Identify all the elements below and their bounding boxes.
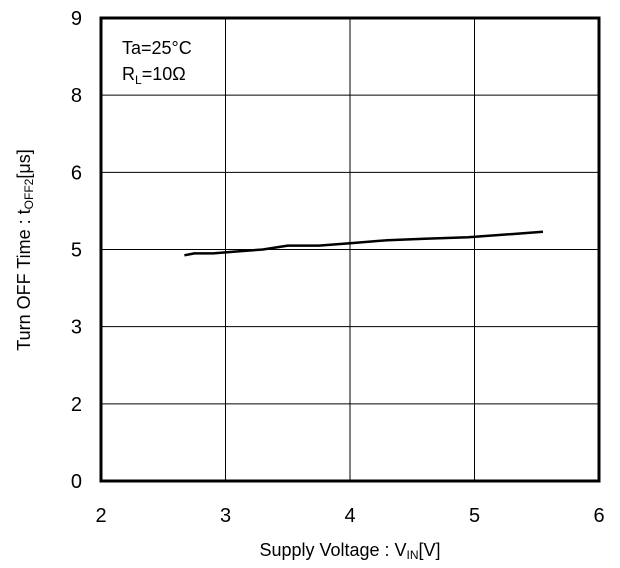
y-tick-label: 8 bbox=[71, 85, 82, 107]
series-line-0 bbox=[184, 230, 544, 257]
x-axis-label: Supply Voltage : VIN[V] bbox=[259, 540, 440, 562]
x-tick-label: 6 bbox=[593, 505, 604, 527]
annotation-temperature: Ta=25°C bbox=[122, 38, 192, 58]
y-tick-label: 5 bbox=[71, 240, 82, 262]
plot-frame bbox=[99, 16, 601, 483]
y-tick-labels: 0 2 3 5 6 8 9 bbox=[71, 8, 82, 493]
x-tick-label: 5 bbox=[469, 505, 480, 527]
grid-lines bbox=[101, 18, 599, 481]
y-tick-label: 9 bbox=[71, 8, 82, 30]
x-tick-label: 4 bbox=[344, 505, 355, 527]
y-tick-label: 6 bbox=[71, 162, 82, 184]
y-tick-label: 2 bbox=[71, 394, 82, 416]
y-tick-label: 0 bbox=[71, 471, 82, 493]
x-tick-labels: 2 3 4 5 6 bbox=[95, 505, 604, 527]
annotation-load: RL=10Ω bbox=[122, 64, 186, 87]
y-axis-label: Turn OFF Time : tOFF2[μs] bbox=[14, 149, 36, 350]
annotation-box: Ta=25°C RL=10Ω bbox=[122, 38, 192, 87]
x-tick-label: 2 bbox=[95, 505, 106, 527]
y-tick-label: 3 bbox=[71, 317, 82, 339]
series-layer bbox=[184, 230, 544, 257]
x-tick-label: 3 bbox=[220, 505, 231, 527]
